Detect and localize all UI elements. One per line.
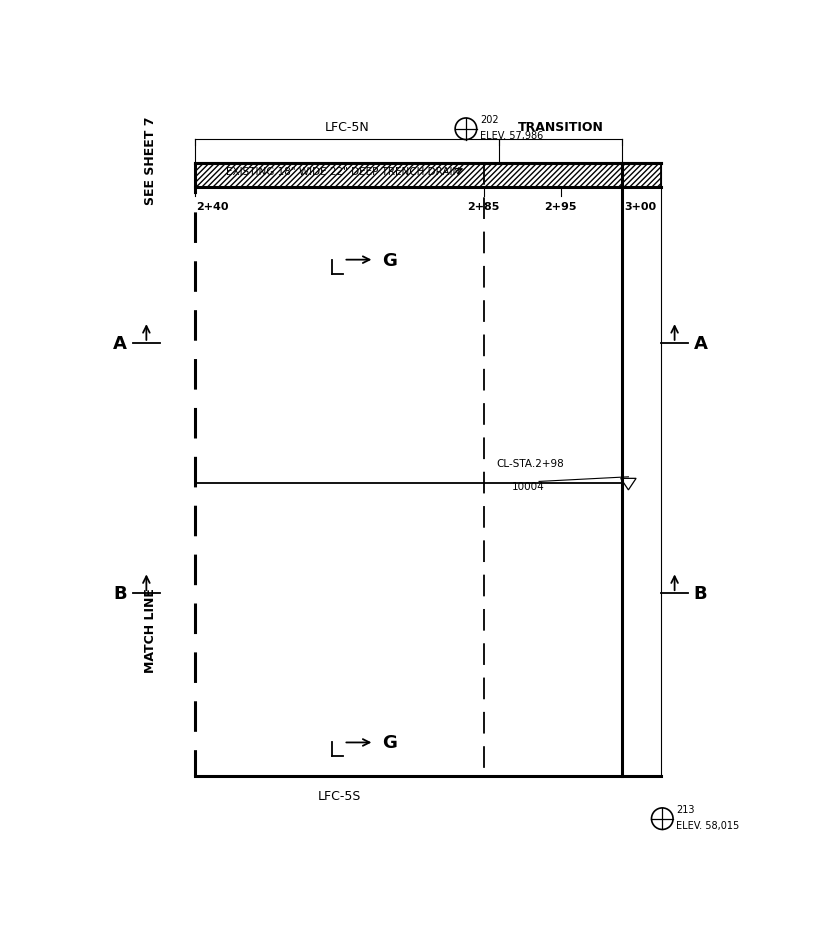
Text: 2+40: 2+40 [197, 202, 229, 212]
Text: G: G [382, 734, 397, 752]
Text: B: B [694, 585, 707, 603]
Text: CL-STA.2+98: CL-STA.2+98 [497, 459, 565, 468]
Text: 2+85: 2+85 [467, 202, 500, 212]
Bar [195, 165, 661, 188]
Text: MATCH LINE: MATCH LINE [144, 587, 158, 672]
Text: EXISTING 18" WIDE 22" DEEP TRENCH DRAIN: EXISTING 18" WIDE 22" DEEP TRENCH DRAIN [226, 167, 460, 177]
Text: LFC-5S: LFC-5S [318, 789, 361, 803]
Circle shape [651, 808, 673, 829]
Text: A: A [113, 334, 127, 352]
Text: SEE SHEET 7: SEE SHEET 7 [144, 116, 158, 205]
Circle shape [455, 119, 477, 140]
Text: G: G [382, 251, 397, 269]
Text: 10004: 10004 [512, 482, 545, 492]
Text: ELEV. 57,986: ELEV. 57,986 [480, 131, 543, 141]
Text: ELEV. 58,015: ELEV. 58,015 [676, 821, 740, 830]
Text: 2+95: 2+95 [545, 202, 577, 212]
Text: B: B [113, 585, 127, 603]
Text: 213: 213 [676, 804, 695, 814]
Text: TRANSITION: TRANSITION [518, 121, 604, 133]
Text: 202: 202 [480, 115, 499, 125]
Text: A: A [694, 334, 708, 352]
Text: 3+00: 3+00 [625, 202, 656, 212]
Text: LFC-5N: LFC-5N [324, 121, 369, 133]
